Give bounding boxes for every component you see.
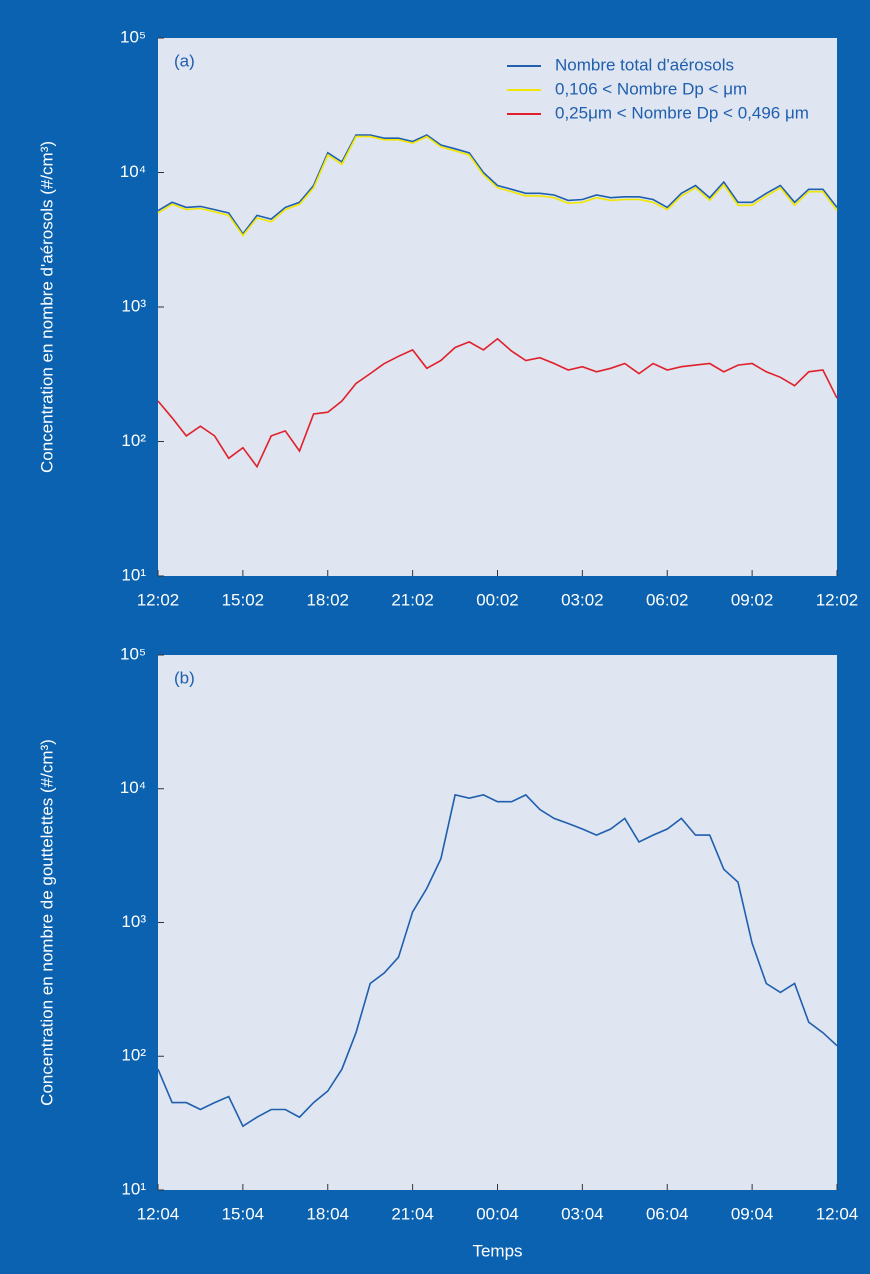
data-line bbox=[157, 135, 838, 237]
y-axis-label: Concentration en nombre de gouttelettes … bbox=[37, 739, 56, 1106]
x-tick-label: 12:04 bbox=[816, 1204, 859, 1223]
x-tick-label: 03:04 bbox=[561, 1204, 604, 1223]
plot-area bbox=[158, 655, 837, 1190]
x-tick-label: 12:02 bbox=[137, 590, 180, 609]
legend-label: Nombre total d'aérosols bbox=[555, 55, 734, 74]
x-tick-label: 00:04 bbox=[476, 1204, 519, 1223]
data-line bbox=[157, 337, 838, 469]
x-tick-label: 18:02 bbox=[306, 590, 349, 609]
y-tick-label: 10³ bbox=[121, 912, 146, 931]
data-line bbox=[157, 134, 838, 236]
y-tick-label: 10² bbox=[121, 1046, 146, 1065]
x-tick-label: 12:02 bbox=[816, 590, 859, 609]
x-tick-label: 06:04 bbox=[646, 1204, 689, 1223]
x-tick-label: 15:02 bbox=[222, 590, 265, 609]
x-tick-label: 00:02 bbox=[476, 590, 519, 609]
x-tick-label: 15:04 bbox=[222, 1204, 265, 1223]
x-axis-label: Temps bbox=[472, 1241, 522, 1260]
x-tick-label: 21:04 bbox=[391, 1204, 434, 1223]
legend-label: 0,25μm < Nombre Dp < 0,496 μm bbox=[555, 103, 809, 122]
x-tick-label: 12:04 bbox=[137, 1204, 180, 1223]
x-tick-label: 09:02 bbox=[731, 590, 774, 609]
x-tick-label: 03:02 bbox=[561, 590, 604, 609]
y-tick-label: 10³ bbox=[121, 296, 146, 315]
y-tick-label: 10¹ bbox=[121, 565, 146, 584]
x-tick-label: 21:02 bbox=[391, 590, 434, 609]
y-tick-label: 10⁴ bbox=[120, 778, 146, 797]
y-axis-label: Concentration en nombre d'aérosols (#/cm… bbox=[37, 141, 56, 473]
x-tick-label: 09:04 bbox=[731, 1204, 774, 1223]
y-tick-label: 10² bbox=[121, 431, 146, 450]
y-tick-label: 10⁴ bbox=[120, 162, 146, 181]
y-tick-label: 10⁵ bbox=[120, 644, 146, 663]
y-tick-label: 10⁵ bbox=[120, 27, 146, 46]
legend-label: 0,106 < Nombre Dp < μm bbox=[555, 79, 747, 98]
x-tick-label: 06:02 bbox=[646, 590, 689, 609]
data-line bbox=[157, 793, 838, 1128]
plot-area bbox=[158, 38, 837, 576]
x-tick-label: 18:04 bbox=[306, 1204, 349, 1223]
y-tick-label: 10¹ bbox=[121, 1179, 146, 1198]
panel-label: (b) bbox=[174, 668, 195, 687]
panel-label: (a) bbox=[174, 51, 195, 70]
